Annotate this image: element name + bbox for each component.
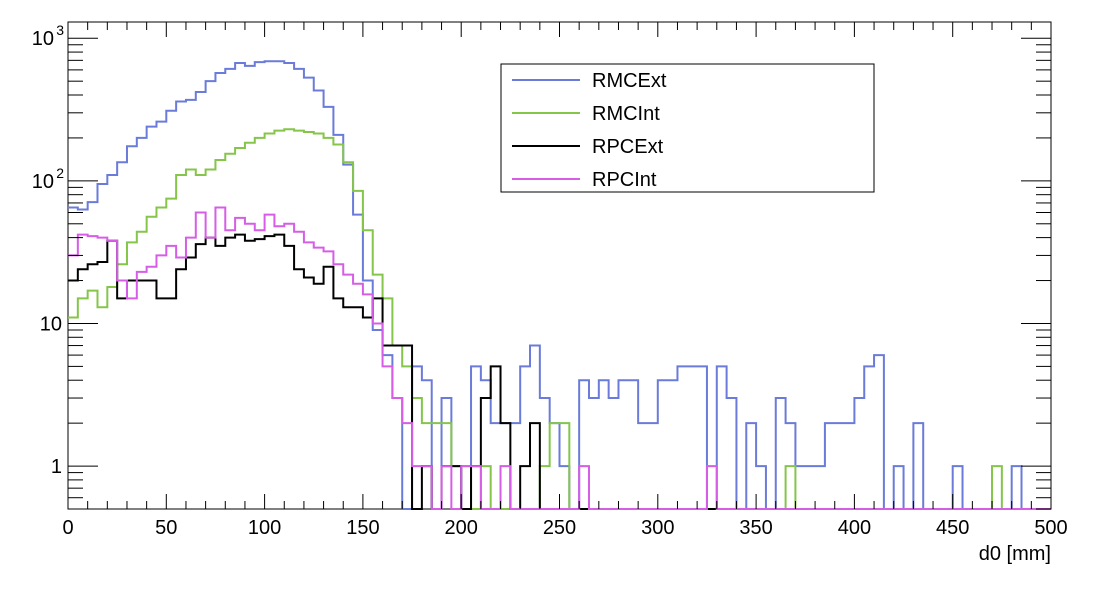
x-tick-label: 100 — [248, 517, 281, 539]
x-tick-label: 500 — [1034, 517, 1067, 539]
y-tick-exponent: 2 — [56, 165, 64, 181]
x-tick-label: 150 — [346, 517, 379, 539]
y-tick-label: 1 — [51, 456, 62, 478]
legend-items: RMCExt RMCInt RPCExt RPCInt — [512, 70, 667, 191]
y-tick-label: 10 — [40, 313, 62, 335]
series-line-rmcext — [68, 60, 1051, 510]
legend-label-rmcint: RMCInt — [592, 103, 660, 125]
legend-label-rpcext: RPCExt — [592, 136, 664, 158]
x-tick-label: 350 — [739, 517, 772, 539]
y-tick-label: 10 — [32, 28, 54, 50]
x-tick-label: 0 — [62, 517, 73, 539]
legend-label-rmcext: RMCExt — [592, 70, 667, 92]
series-line-rpcint — [68, 206, 1051, 510]
x-axis-title: d0 [mm] — [979, 543, 1051, 565]
legend-box — [500, 63, 875, 193]
x-tick-label: 200 — [445, 517, 478, 539]
x-tick-label: 400 — [838, 517, 871, 539]
x-tick-label: 250 — [543, 517, 576, 539]
y-tick-exponent: 3 — [56, 22, 64, 38]
x-tick-label: 450 — [936, 517, 969, 539]
y-tick-label: 10 — [32, 171, 54, 193]
legend: RMCExt RMCInt RPCExt RPCInt — [500, 63, 875, 193]
x-tick-label: 50 — [155, 517, 177, 539]
series-layer — [68, 60, 1051, 510]
legend-label-rpcint: RPCInt — [592, 169, 657, 191]
x-tick-label: 300 — [641, 517, 674, 539]
